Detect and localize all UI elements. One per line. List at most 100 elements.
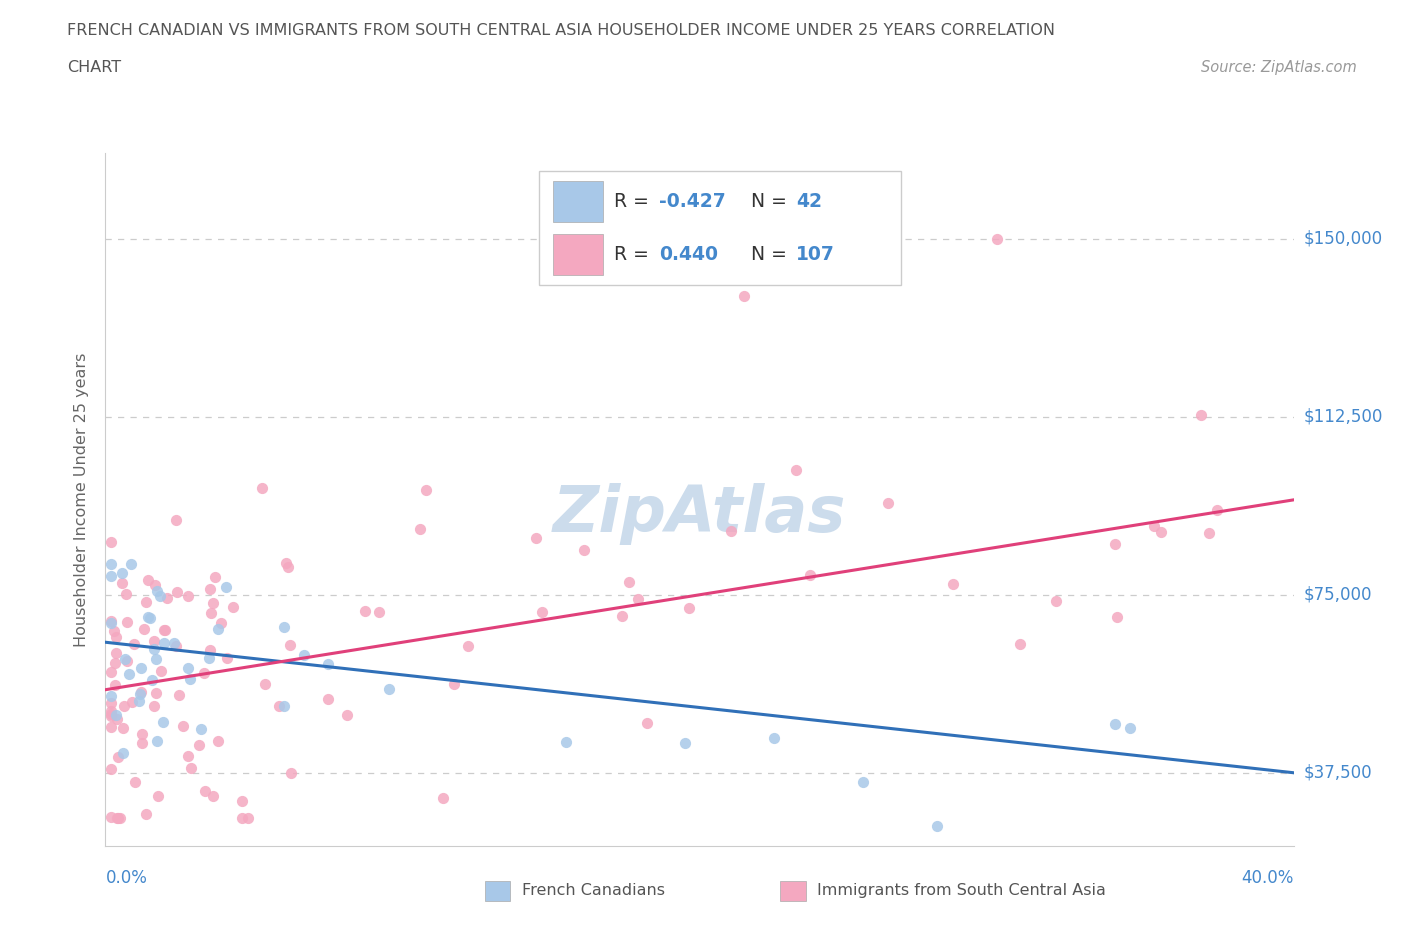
Point [143, 578, 166, 592]
Point [316, 692, 339, 707]
Point [115, 614, 138, 629]
Point [253, 676, 276, 691]
Point [678, 601, 700, 616]
Point [231, 793, 253, 808]
Point [100, 762, 122, 777]
Point [112, 698, 135, 713]
Point [162, 635, 184, 650]
Point [131, 727, 153, 742]
Point [100, 809, 122, 824]
Point [1104, 537, 1126, 551]
Point [100, 615, 122, 630]
Point [179, 671, 201, 686]
Text: CHART: CHART [67, 60, 121, 75]
Point [409, 522, 432, 537]
Point [236, 810, 259, 825]
Point [733, 288, 755, 303]
Point [146, 583, 169, 598]
Point [100, 665, 122, 680]
Point [155, 591, 177, 605]
Point [197, 650, 219, 665]
Point [1206, 503, 1229, 518]
Text: 40.0%: 40.0% [1241, 869, 1294, 886]
Point [1189, 407, 1212, 422]
Text: FRENCH CANADIAN VS IMMIGRANTS FROM SOUTH CENTRAL ASIA HOUSEHOLDER INCOME UNDER 2: FRENCH CANADIAN VS IMMIGRANTS FROM SOUTH… [67, 23, 1056, 38]
Point [104, 645, 127, 660]
Point [128, 694, 150, 709]
Point [100, 689, 122, 704]
Point [100, 719, 122, 734]
Point [250, 481, 273, 496]
Point [136, 610, 159, 625]
Point [111, 721, 134, 736]
Point [531, 604, 554, 619]
Point [636, 715, 658, 730]
Text: R =: R = [614, 193, 655, 211]
Point [100, 709, 122, 724]
Point [100, 556, 122, 571]
Point [221, 600, 243, 615]
Point [165, 512, 187, 527]
Point [336, 708, 359, 723]
Text: 0.440: 0.440 [659, 245, 718, 264]
Point [177, 749, 200, 764]
Point [124, 637, 146, 652]
Point [1104, 717, 1126, 732]
Point [986, 232, 1008, 246]
Point [202, 788, 225, 803]
Point [187, 737, 209, 752]
Point [1010, 636, 1032, 651]
Point [121, 695, 143, 710]
Point [129, 687, 152, 702]
Text: ZipAtlas: ZipAtlas [553, 483, 846, 545]
FancyBboxPatch shape [554, 233, 603, 274]
Text: Source: ZipAtlas.com: Source: ZipAtlas.com [1201, 60, 1357, 75]
Point [146, 734, 169, 749]
Point [111, 576, 134, 591]
Point [207, 621, 229, 636]
Point [198, 643, 221, 658]
Point [927, 818, 949, 833]
Text: 0.0%: 0.0% [105, 869, 148, 886]
Point [105, 707, 128, 722]
Point [193, 665, 215, 680]
Point [278, 638, 301, 653]
Point [209, 616, 232, 631]
Point [104, 655, 127, 670]
Point [443, 677, 465, 692]
Text: R =: R = [614, 245, 655, 264]
Point [155, 623, 177, 638]
Point [111, 565, 134, 580]
Point [105, 630, 128, 644]
Point [107, 810, 129, 825]
Point [207, 734, 229, 749]
Point [139, 610, 162, 625]
Point [107, 810, 129, 825]
Text: $112,500: $112,500 [1303, 408, 1382, 426]
Point [280, 765, 302, 780]
Text: $150,000: $150,000 [1303, 230, 1382, 248]
Point [108, 810, 131, 825]
Text: 107: 107 [796, 245, 835, 264]
Point [267, 699, 290, 714]
Point [217, 650, 239, 665]
Point [799, 568, 821, 583]
Point [136, 573, 159, 588]
Text: $75,000: $75,000 [1303, 586, 1372, 604]
Point [1143, 519, 1166, 534]
Point [115, 587, 138, 602]
Point [115, 653, 138, 668]
Point [572, 543, 595, 558]
Point [129, 684, 152, 699]
FancyBboxPatch shape [554, 181, 603, 222]
Point [100, 535, 122, 550]
Point [1198, 525, 1220, 540]
Point [149, 589, 172, 604]
Point [142, 642, 165, 657]
Point [273, 699, 295, 714]
Point [142, 698, 165, 713]
Point [100, 707, 122, 722]
Point [876, 496, 898, 511]
Point [415, 483, 437, 498]
Point [202, 596, 225, 611]
